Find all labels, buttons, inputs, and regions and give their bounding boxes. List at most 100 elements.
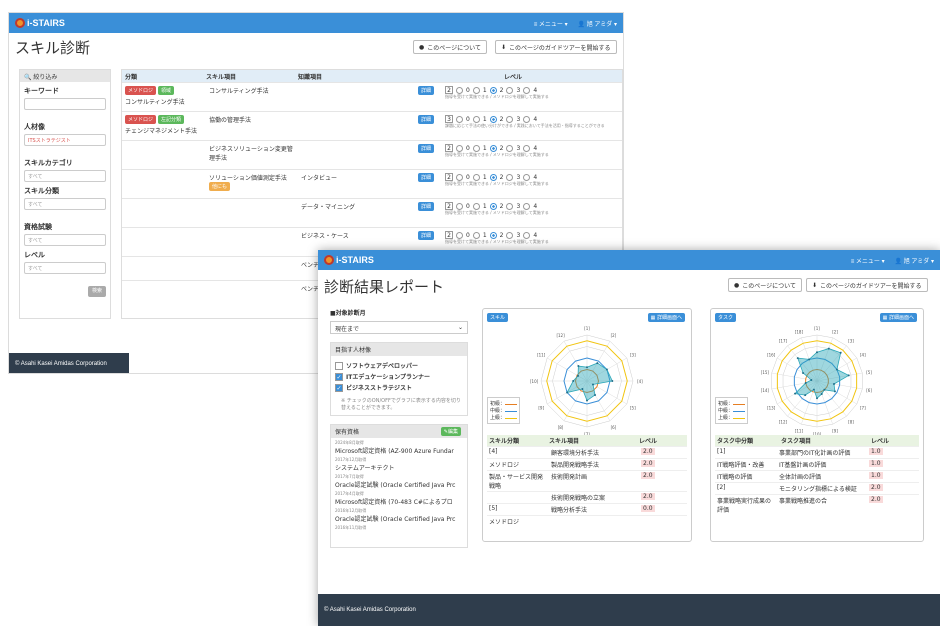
table-row[interactable]: [5] 戦略分析手法 0.0: [487, 503, 687, 515]
task-tab[interactable]: タスク: [715, 313, 737, 322]
level-radio[interactable]: [456, 115, 463, 123]
app-logo[interactable]: i-STAIRS: [324, 255, 374, 265]
skill-tab[interactable]: スキル: [487, 313, 509, 322]
legend-beginner: 初級：: [490, 400, 518, 407]
aim-note: ※ チェックのON/OFFでグラフに表示する内容を切り替えることができます。: [341, 398, 461, 411]
level-radio[interactable]: [523, 144, 531, 152]
category-select[interactable]: すべて: [24, 170, 106, 182]
detail-button[interactable]: 詳細: [418, 231, 435, 240]
table-row[interactable]: [2] モニタリング指標による検証 2.0: [715, 482, 919, 494]
table-body[interactable]: [1] 事業部門のIT化計画の評価 1.0 IT戦略評価・改善 IT基盤計画の評価 1.0…: [715, 446, 919, 515]
level-radio[interactable]: [472, 173, 480, 181]
level-radio[interactable]: [472, 86, 480, 94]
cert-list[interactable]: 2024年8月取得 Microsoft認定資格 (AZ-900 Azure Fun…: [331, 438, 467, 535]
aim-item[interactable]: ✓ ビジネスストラテジスト: [335, 383, 463, 392]
level-radio[interactable]: [472, 115, 480, 123]
cert-item[interactable]: 2016年12月取得 Oracle認定試験 (Oracle Certified J…: [335, 508, 463, 523]
detail-button[interactable]: 詳細: [418, 173, 435, 182]
detail-label: 詳細画面へ: [888, 315, 914, 321]
level-radio[interactable]: [489, 202, 497, 210]
level-radio[interactable]: [472, 144, 480, 152]
level-radio[interactable]: [489, 144, 497, 152]
level-radio[interactable]: [489, 231, 497, 239]
level-radio[interactable]: [489, 86, 497, 94]
aim-item[interactable]: ✓ ITエデュケーションプランナー: [335, 372, 463, 381]
table-row[interactable]: 製品・サービス開発戦略 技術開発計画 2.0: [487, 470, 687, 491]
table-row: メソドロジ 左記分類 チェンジマネジメント手法 協働の管理手法 詳細 3 0 1 2 3 4 課題に応…: [122, 111, 622, 140]
level-radio[interactable]: [489, 115, 497, 123]
level-radio[interactable]: [456, 231, 463, 239]
checkbox[interactable]: ✓: [335, 372, 343, 381]
col-level: レベル: [503, 73, 522, 81]
axis-label: [18]: [795, 329, 804, 334]
level-radio[interactable]: [523, 231, 531, 239]
axis-label: [12]: [779, 420, 788, 425]
task-detail-button[interactable]: ▦ 詳細画面へ: [879, 313, 917, 322]
detail-button[interactable]: 詳細: [418, 86, 435, 95]
data-point: [839, 351, 842, 354]
table-row[interactable]: 事業戦略実行成果の評価 事業戦略推進の合 2.0: [715, 494, 919, 515]
level-radio[interactable]: [523, 202, 531, 210]
table-row[interactable]: メソドロジ 製品開発戦略手法 2.0: [487, 458, 687, 470]
level-radio[interactable]: [506, 173, 514, 181]
level-radio[interactable]: [472, 231, 480, 239]
cert-item[interactable]: 2017年7月取得 Oracle認定試験 (Oracle Certified Ja…: [335, 474, 463, 489]
download-icon: ⬇: [812, 281, 818, 289]
menu-button[interactable]: ≡ メニュー ▾: [850, 258, 885, 265]
search-button[interactable]: 検索: [88, 286, 106, 297]
checkbox[interactable]: [335, 361, 343, 370]
cert-item[interactable]: 2017年12月取得 システムアーキテクト: [335, 457, 463, 472]
guide-tour-button[interactable]: ⬇ このページのガイドツアーを開始する: [806, 278, 928, 292]
person-select[interactable]: ITSストラテジスト: [24, 134, 106, 146]
about-page-button[interactable]: ● このページについて: [413, 40, 487, 54]
cert-item[interactable]: 2024年8月取得 Microsoft認定資格 (AZ-900 Azure Fun…: [335, 440, 463, 455]
level-radio[interactable]: [456, 202, 463, 210]
exam-select[interactable]: すべて: [24, 234, 106, 246]
detail-button[interactable]: 詳細: [418, 202, 435, 211]
level-radio[interactable]: [523, 173, 531, 181]
cert-name: システムアーキテクト: [335, 465, 395, 472]
table-row[interactable]: IT戦略評価・改善 IT基盤計画の評価 1.0: [715, 458, 919, 470]
level-radio[interactable]: [456, 86, 463, 94]
level-radio[interactable]: [506, 115, 514, 123]
user-menu[interactable]: 👤 旭 アミダ ▾: [894, 258, 934, 265]
checkbox[interactable]: ✓: [335, 383, 343, 392]
level-radio[interactable]: [506, 144, 514, 152]
level-select[interactable]: すべて: [24, 262, 106, 274]
axis-label: [17]: [779, 338, 788, 343]
level-radio[interactable]: [456, 173, 463, 181]
detail-button[interactable]: 詳細: [418, 144, 435, 153]
table-row[interactable]: IT戦略の評価 全体計画の評価 1.0: [715, 470, 919, 482]
level-radio[interactable]: [489, 173, 497, 181]
table-row[interactable]: メソドロジ: [487, 515, 687, 527]
level-radio[interactable]: [506, 231, 514, 239]
aim-item[interactable]: ソフトウェアデベロッパー: [335, 361, 463, 370]
table-row[interactable]: [1] 事業部門のIT化計画の評価 1.0: [715, 446, 919, 458]
cert-item[interactable]: 2016年11月取得: [335, 525, 463, 531]
class-select[interactable]: すべて: [24, 198, 106, 210]
level-radio[interactable]: [506, 202, 514, 210]
col-level: レベル: [871, 438, 890, 445]
edit-button[interactable]: ✎編集: [440, 427, 461, 436]
level-radio[interactable]: [523, 86, 531, 94]
about-page-button[interactable]: ● このページについて: [728, 278, 802, 292]
table-body[interactable]: [4] 顧客環境分析手法 2.0 メソドロジ 製品開発戦略手法 2.0 製品・サービス開発戦…: [487, 446, 687, 527]
level-number: 2: [499, 173, 504, 181]
user-menu[interactable]: 👤 旭 アミダ ▾: [577, 21, 617, 28]
app-logo[interactable]: i-STAIRS: [15, 18, 65, 28]
level-radio[interactable]: [506, 86, 514, 94]
guide-tour-button[interactable]: ⬇ このページのガイドツアーを開始する: [495, 40, 617, 54]
class-cell: [122, 199, 206, 227]
skill-detail-button[interactable]: ▦ 詳細画面へ: [647, 313, 685, 322]
keyword-input[interactable]: [24, 98, 106, 110]
level-radio[interactable]: [523, 115, 531, 123]
target-month-select[interactable]: 現在まで ⌄: [330, 321, 468, 334]
table-row[interactable]: 技術開発戦略の立案 2.0: [487, 491, 687, 503]
cert-item[interactable]: 2017年4月取得 Microsoft認定資格 (70-483 C#によるプロ: [335, 491, 463, 506]
level-radio[interactable]: [472, 202, 480, 210]
level-radio[interactable]: [456, 144, 463, 152]
detail-button[interactable]: 詳細: [418, 115, 435, 124]
table-row[interactable]: [4] 顧客環境分析手法 2.0: [487, 446, 687, 458]
menu-button[interactable]: ≡ メニュー ▾: [533, 21, 568, 28]
level-cell: 3 0 1 2 3 4 課題に応じて手法の使い分けができる / 実践において手法を活用・指導…: [442, 112, 618, 140]
